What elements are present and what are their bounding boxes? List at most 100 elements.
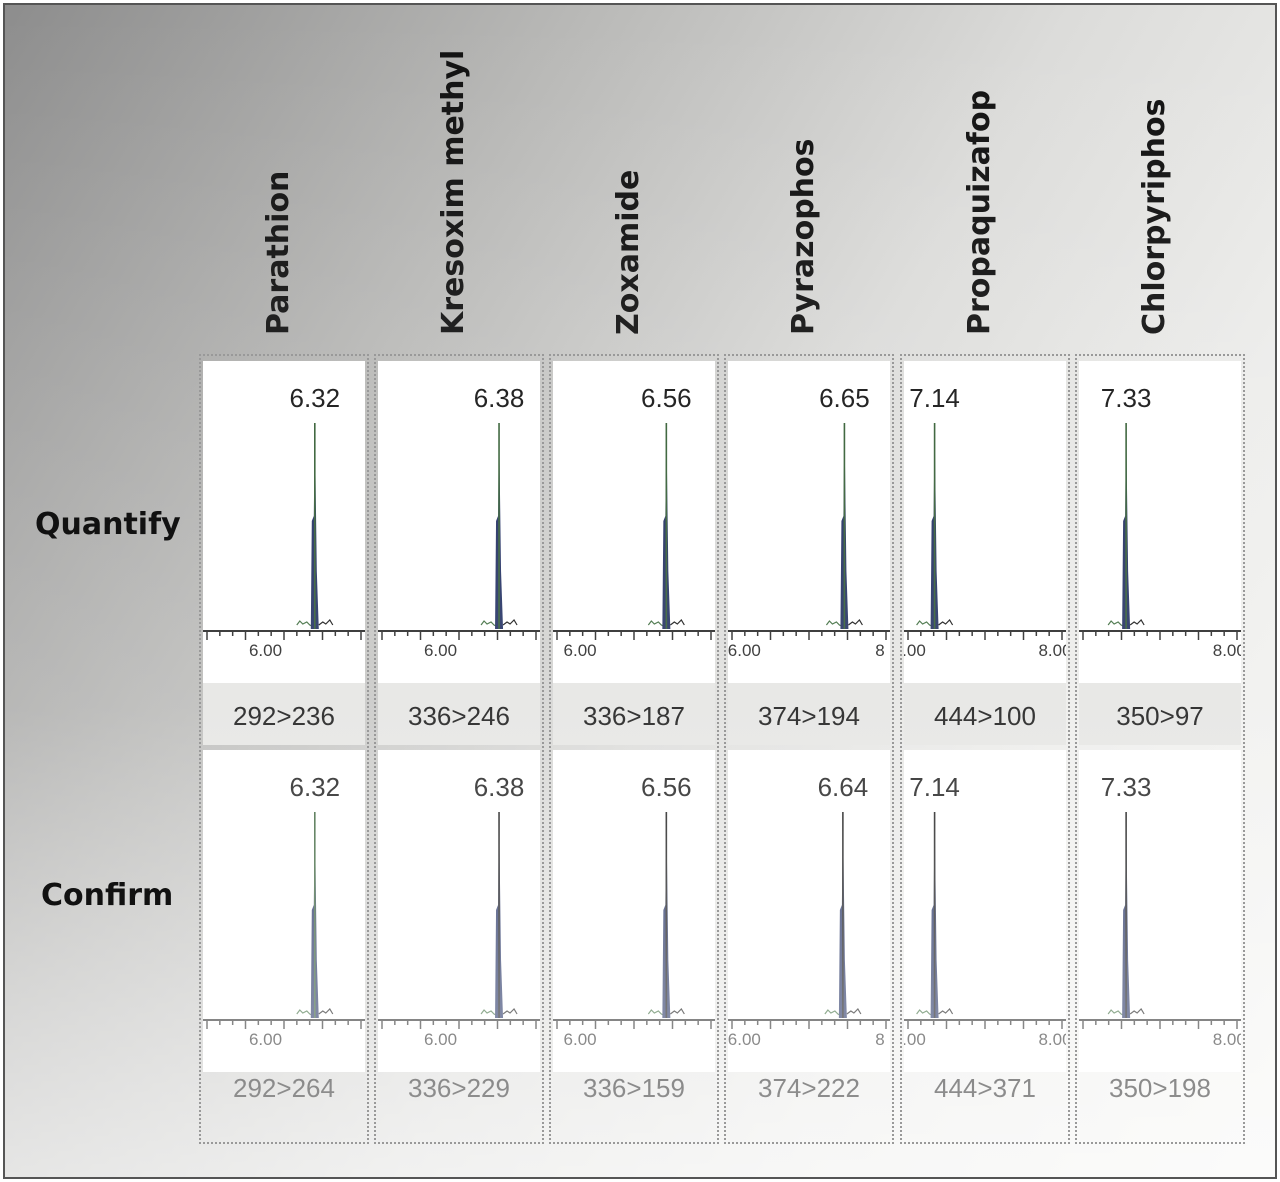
- x-tick-label: 6.00: [248, 1030, 283, 1049]
- quantify-trace-svg: [728, 423, 890, 640]
- baseline-noise: [296, 1009, 313, 1016]
- chromatogram-panel: [900, 354, 1070, 1144]
- retention-time-label: 6.65: [819, 383, 870, 413]
- column-header-propaquizafop: Propaquizafop: [955, 25, 1015, 335]
- retention-time-label: 7.33: [1100, 383, 1152, 413]
- transition-band: 374>194: [728, 683, 890, 745]
- chromatogram-panel: [1075, 354, 1245, 1144]
- transition-label: 336>246: [408, 701, 510, 731]
- transition-label: 350>198: [1109, 1073, 1211, 1103]
- baseline-noise: [502, 619, 518, 626]
- baseline-noise: [824, 1009, 841, 1016]
- retention-time-label: 6.56: [641, 772, 692, 802]
- x-tick-label: 8.00: [1038, 1030, 1066, 1049]
- baseline-noise: [825, 620, 842, 627]
- quantify-trace-svg: [553, 423, 715, 640]
- baseline-noise: [848, 619, 863, 626]
- baseline-noise: [480, 620, 497, 627]
- chromatogram-panel: [549, 354, 719, 1144]
- quantify-plot: 6.32 6.00: [203, 361, 365, 683]
- x-tick-label: 6.00: [728, 641, 761, 660]
- retention-time-label: 6.56: [641, 383, 692, 413]
- baseline-noise: [1107, 1009, 1124, 1016]
- retention-time-label: 7.14: [909, 383, 960, 413]
- transition-band: 374>222: [728, 1055, 890, 1117]
- confirm-plot: 6.38 6.00: [378, 750, 540, 1072]
- chromatogram-panel: [724, 354, 894, 1144]
- confirm-plot: 6.64 6.00 8: [728, 750, 890, 1072]
- column-header-chlorpyriphos: Chlorpyriphos: [1130, 25, 1190, 335]
- column-header-parathion: Parathion: [254, 25, 314, 335]
- confirm-trace-svg: [728, 812, 890, 1029]
- retention-time-label: 6.38: [473, 383, 525, 413]
- x-tick-label: 8: [875, 641, 885, 660]
- transition-label: 336>229: [408, 1073, 510, 1103]
- baseline-noise: [318, 619, 334, 626]
- compound-name: Zoxamide: [611, 169, 646, 335]
- compound-name: Kresoxim methyl: [436, 49, 471, 335]
- transition-label: 374>222: [758, 1073, 860, 1103]
- baseline-noise: [916, 620, 932, 627]
- x-tick-label: .00: [904, 1030, 926, 1049]
- row-label-confirm: Confirm: [41, 878, 174, 913]
- transition-label: 350>97: [1116, 701, 1204, 731]
- transition-band: 336>229: [378, 1055, 540, 1117]
- transition-band: 292>264: [203, 1055, 365, 1117]
- retention-time-label: 6.64: [817, 772, 869, 802]
- transition-band: 292>236: [203, 683, 365, 745]
- confirm-trace-svg: [378, 812, 540, 1029]
- confirm-trace-svg: [1079, 812, 1241, 1029]
- column-header-kresoxim-methyl: Kresoxim methyl: [429, 25, 489, 335]
- retention-time-label: 6.38: [473, 772, 525, 802]
- quantify-plot: 6.38 6.00: [378, 361, 540, 683]
- quantify-plot: 7.33 8.00: [1079, 361, 1241, 683]
- confirm-trace-svg: [203, 812, 365, 1029]
- confirm-trace-svg: [553, 812, 715, 1029]
- x-tick-label: 6.00: [563, 641, 597, 660]
- quantify-trace-svg: [378, 423, 540, 640]
- retention-time-label: 6.32: [289, 772, 341, 802]
- compound-name: Parathion: [261, 170, 296, 335]
- compound-name: Chlorpyriphos: [1137, 98, 1172, 335]
- quantify-plot: 6.65 6.00 8: [728, 361, 890, 683]
- baseline-noise: [1129, 619, 1145, 626]
- baseline-noise: [938, 1008, 954, 1015]
- baseline-noise: [938, 619, 954, 626]
- baseline-noise: [318, 1008, 334, 1015]
- transition-label: 336>187: [583, 701, 685, 731]
- transition-band: 444>100: [904, 683, 1066, 745]
- quantify-trace-svg: [203, 423, 365, 640]
- compound-name: Propaquizafop: [962, 89, 997, 335]
- transition-band: 336>187: [553, 683, 715, 745]
- retention-time-label: 7.33: [1100, 772, 1152, 802]
- x-tick-label: 8.00: [1212, 641, 1241, 660]
- transition-label: 444>371: [934, 1073, 1036, 1103]
- confirm-plot: 6.56 6.00: [553, 750, 715, 1072]
- x-tick-label: 6.00: [563, 1030, 597, 1049]
- baseline-noise: [916, 1009, 932, 1016]
- baseline-noise: [669, 619, 685, 626]
- x-tick-label: 6.00: [248, 641, 283, 660]
- x-tick-label: .00: [904, 641, 926, 660]
- baseline-noise: [296, 620, 313, 627]
- transition-label: 292>264: [233, 1073, 335, 1103]
- transition-band: 444>371: [904, 1055, 1066, 1117]
- transition-label: 374>194: [758, 701, 860, 731]
- chromatogram-figure: Quantify Confirm Parathion 6.32 6.00 292>23…: [3, 3, 1277, 1179]
- x-tick-label: 8.00: [1212, 1030, 1241, 1049]
- baseline-noise: [480, 1009, 497, 1016]
- quantify-plot: 6.56 6.00: [553, 361, 715, 683]
- baseline-noise: [1107, 620, 1124, 627]
- compound-name: Pyrazophos: [786, 138, 821, 335]
- quantify-plot: 7.14 .00 8.00: [904, 361, 1066, 683]
- x-tick-label: 8.00: [1038, 641, 1066, 660]
- x-tick-label: 6.00: [423, 1030, 458, 1049]
- retention-time-label: 6.32: [289, 383, 341, 413]
- baseline-noise: [846, 1008, 862, 1015]
- x-tick-label: 8: [875, 1030, 885, 1049]
- confirm-plot: 7.33 8.00: [1079, 750, 1241, 1072]
- transition-band: 336>159: [553, 1055, 715, 1117]
- column-header-zoxamide: Zoxamide: [604, 25, 664, 335]
- x-tick-label: 6.00: [423, 641, 458, 660]
- column-header-pyrazophos: Pyrazophos: [779, 25, 839, 335]
